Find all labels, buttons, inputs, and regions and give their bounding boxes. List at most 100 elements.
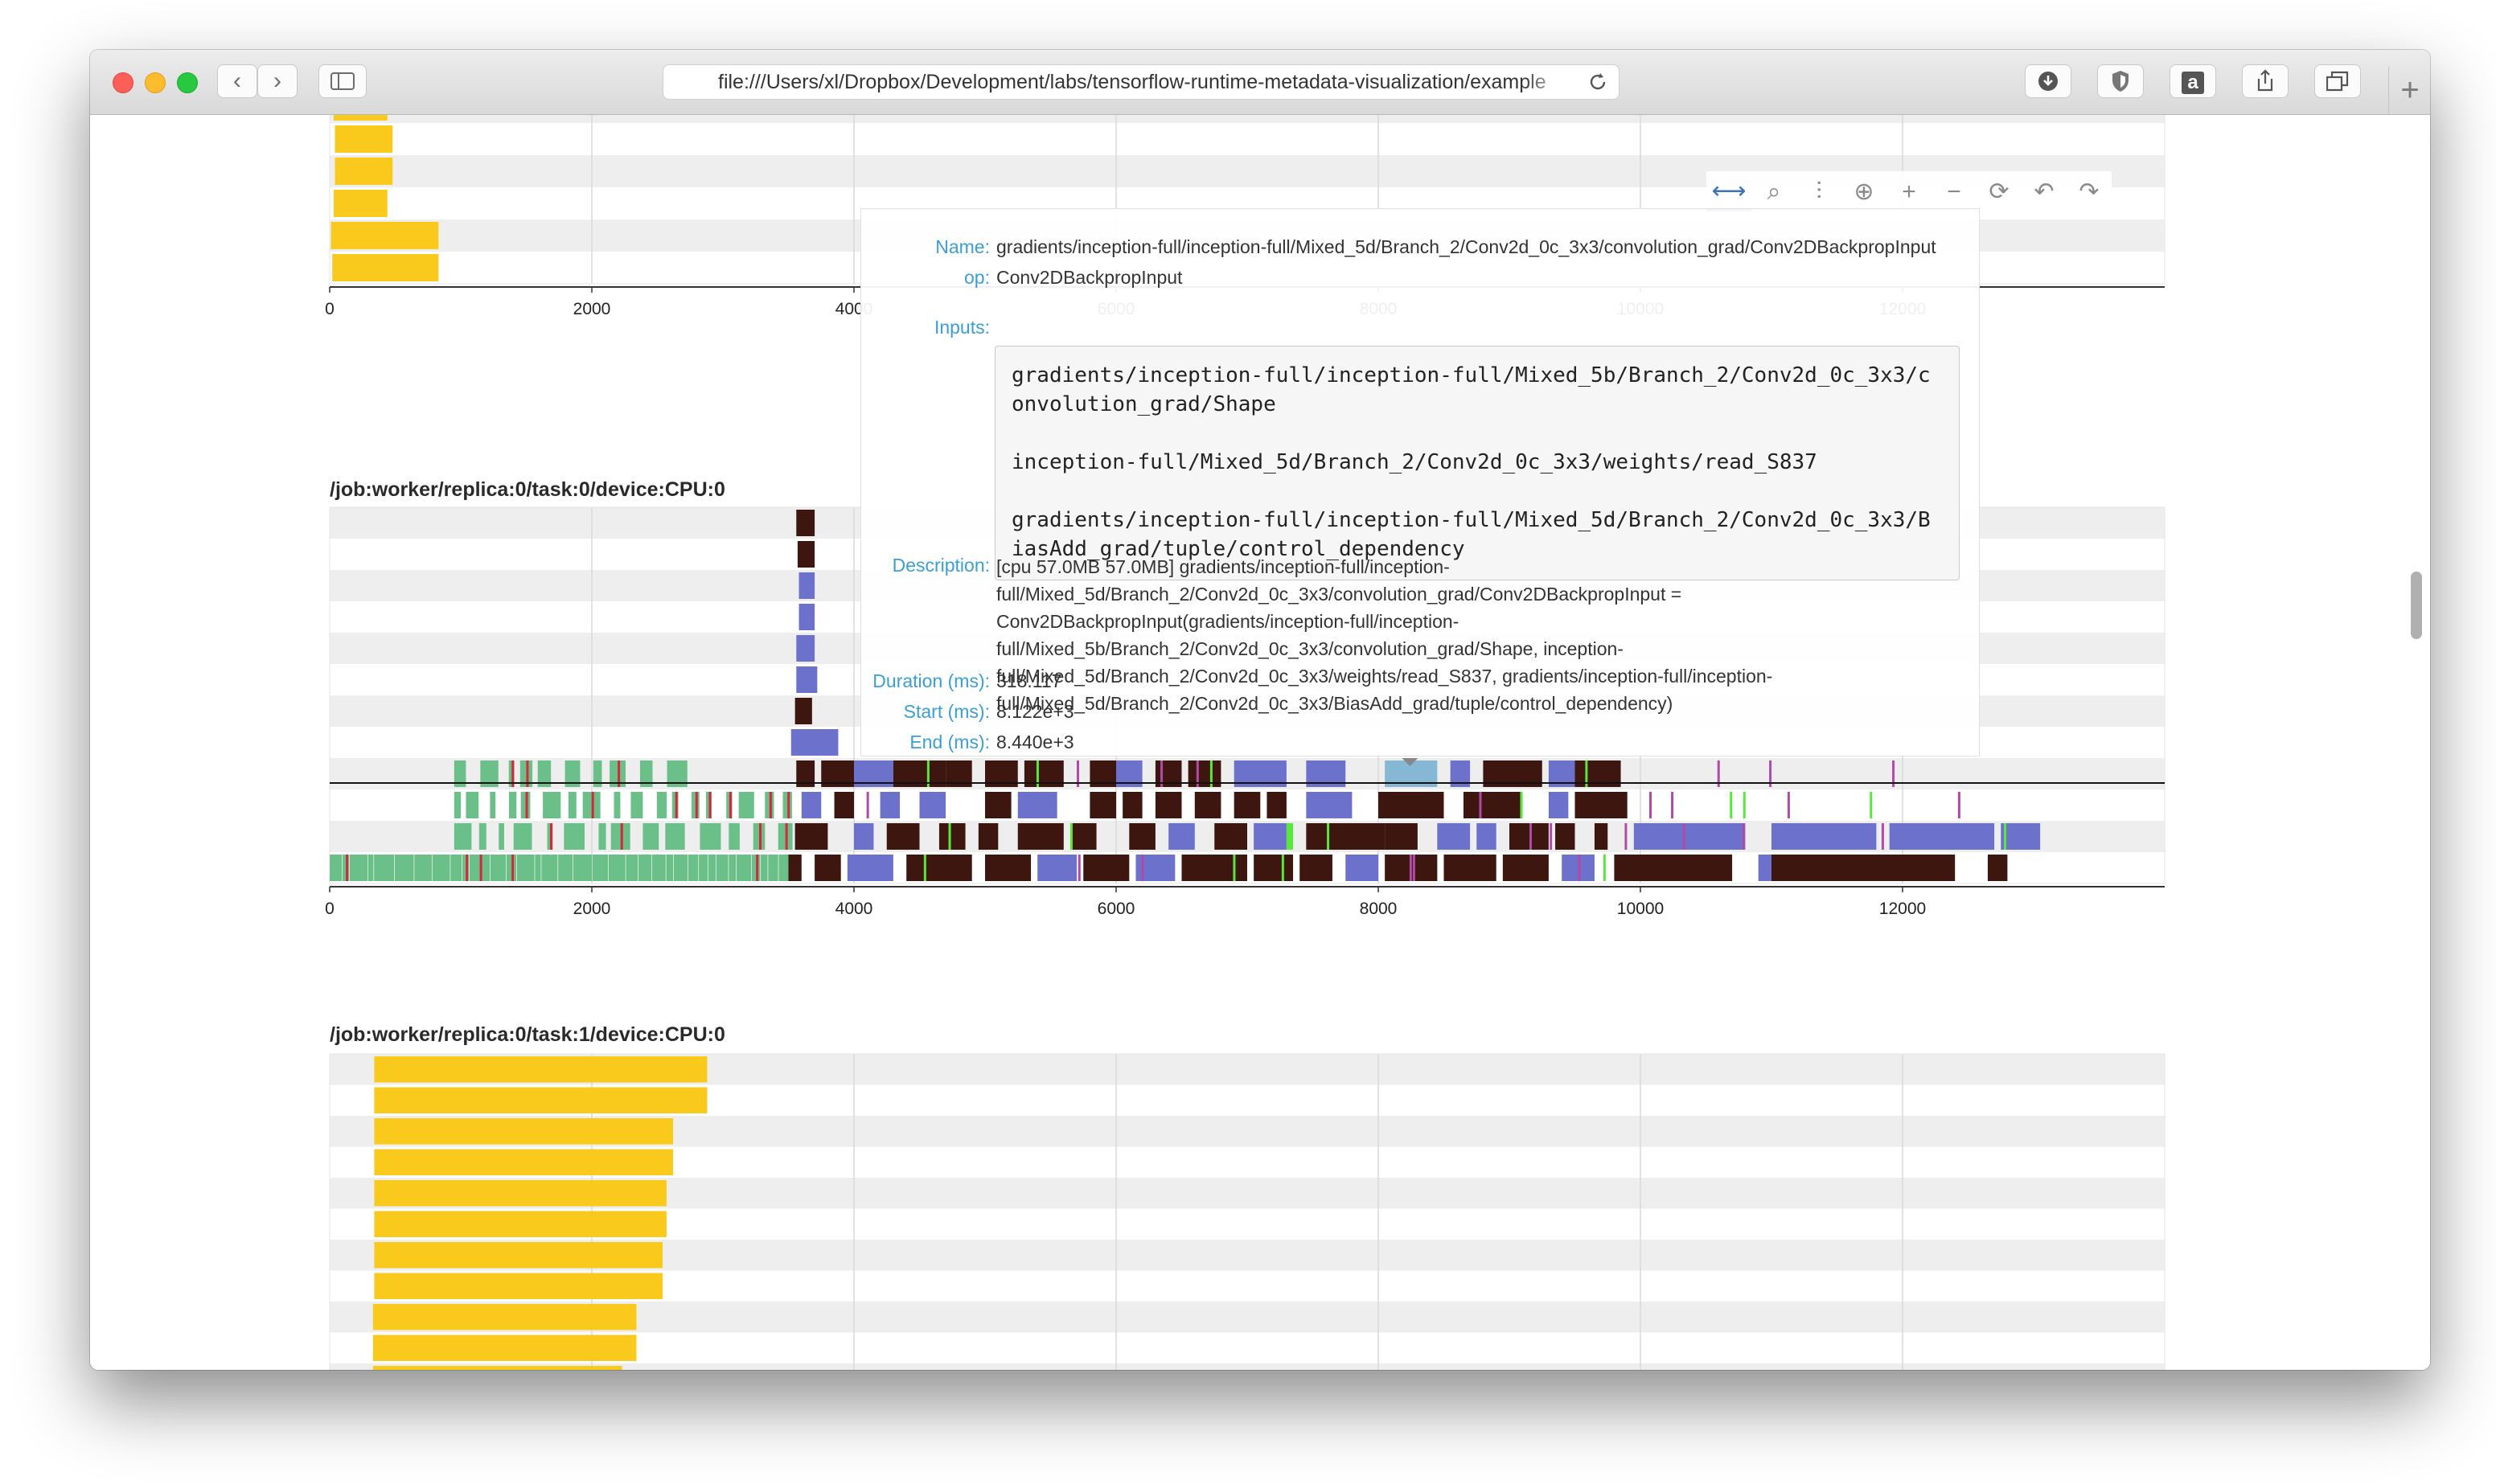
- timeline-bar: [372, 1366, 622, 1370]
- timeline-bar: [374, 1056, 708, 1083]
- zoom-window-button[interactable]: [177, 72, 198, 93]
- closest-hover-icon[interactable]: ⊕: [1854, 178, 1874, 205]
- back-button[interactable]: ‹: [217, 64, 257, 98]
- timeline-bar: [608, 855, 626, 881]
- address-bar[interactable]: file:///Users/xl/Dropbox/Development/lab…: [663, 64, 1620, 100]
- timeline-bar: [1585, 760, 1588, 787]
- timeline-bar: [1129, 823, 1156, 850]
- timeline-bar: [374, 1273, 663, 1299]
- url-text: file:///Users/xl/Dropbox/Development/lab…: [718, 71, 1546, 93]
- title-bar: ‹ › file:///Users/xl/Dropbox/Development…: [90, 50, 2430, 115]
- timeline-bar: [1160, 760, 1164, 787]
- timeline-bar: [1578, 855, 1581, 881]
- share-button[interactable]: [2242, 64, 2289, 98]
- timeline-bar: [374, 1242, 663, 1269]
- timeline-bar: [1633, 823, 1746, 850]
- timeline-bar: [499, 823, 504, 850]
- timeline-bar: [673, 855, 688, 881]
- timeline-bar: [787, 792, 790, 818]
- plot-title-task1: /job:worker/replica:0/task:1/device:CPU:…: [330, 1023, 725, 1046]
- plot-row-stripe: [330, 115, 2165, 123]
- tabs-icon: [2326, 71, 2349, 92]
- hover-name: gradients/inception-full/inception-full/…: [996, 236, 1936, 257]
- amazon-button[interactable]: a: [2170, 64, 2216, 98]
- timeline-bar: [466, 855, 469, 881]
- axis-tick-label: 4000: [835, 900, 873, 918]
- timeline-bar: [639, 760, 653, 787]
- timeline-bar: [614, 792, 621, 818]
- redo-icon[interactable]: ↷: [2079, 178, 2100, 205]
- sidebar-button[interactable]: [318, 64, 367, 98]
- hover-op-key: op:: [964, 267, 990, 288]
- timeline-bar: [1463, 792, 1523, 818]
- timeline-bar: [462, 855, 470, 881]
- timeline-bar: [1196, 760, 1199, 787]
- timeline-bar: [541, 855, 558, 881]
- plus-icon: +: [2400, 72, 2420, 108]
- timeline-bar: [394, 855, 414, 881]
- shield-icon: [2112, 71, 2129, 92]
- timeline-bar: [1437, 823, 1471, 850]
- timeline-bar: [1209, 760, 1213, 787]
- download-button[interactable]: [2025, 64, 2071, 98]
- timeline-bar: [1476, 823, 1496, 850]
- timeline-bar: [1614, 855, 1733, 881]
- timeline-bar: [700, 823, 721, 850]
- timeline-bar: [1017, 823, 1064, 850]
- axis-tick-label: 12000: [1878, 900, 1927, 918]
- close-window-button[interactable]: [113, 72, 133, 93]
- timeline-bar: [573, 855, 593, 881]
- timeline-bar: [593, 760, 602, 787]
- timeline-bar: [1069, 823, 1073, 850]
- chevron-right-icon: ›: [273, 68, 281, 94]
- timeline-bar: [1017, 792, 1057, 818]
- compare-hover-icon[interactable]: ⫶: [1816, 178, 1822, 205]
- hover-start: 8.122e+3: [996, 701, 1074, 722]
- timeline-bar: [1286, 823, 1294, 850]
- vertical-scrollbar[interactable]: [2411, 572, 2422, 639]
- hover-input-item: inception-full/Mixed_5d/Branch_2/Conv2d_…: [1012, 450, 1817, 474]
- timeline-bar: [1443, 855, 1496, 881]
- new-tab-button[interactable]: +: [2388, 66, 2430, 114]
- timeline-bar: [626, 855, 638, 881]
- timeline-bar: [695, 792, 698, 818]
- timeline-bar: [796, 760, 815, 787]
- amazon-icon: a: [2182, 72, 2204, 94]
- timeline-bar: [1409, 855, 1412, 881]
- timeline-bar: [506, 855, 517, 881]
- zoom-icon[interactable]: ⌕: [1767, 178, 1781, 205]
- timeline-bar: [1787, 792, 1790, 818]
- hover-op: Conv2DBackpropInput: [996, 267, 1183, 288]
- timeline-bar: [1603, 855, 1606, 881]
- timeline-bar: [1649, 792, 1652, 818]
- timeline-bar: [454, 760, 466, 787]
- pan-icon[interactable]: ⟷: [1706, 174, 1751, 211]
- timeline-bar: [454, 792, 462, 818]
- timeline-bar: [708, 792, 712, 818]
- hover-end-key: End (ms):: [909, 732, 990, 752]
- forward-button[interactable]: ›: [257, 64, 298, 98]
- timeline-bar: [1743, 823, 1746, 850]
- autoscale-icon[interactable]: ⟳: [1989, 178, 2010, 205]
- shield-button[interactable]: [2097, 64, 2144, 98]
- timeline-bar: [1555, 823, 1575, 850]
- timeline-bar: [432, 855, 450, 881]
- timeline-bar: [1036, 760, 1039, 787]
- timeline-bar: [665, 823, 685, 850]
- timeline-bar: [537, 760, 552, 787]
- timeline-bar: [796, 510, 815, 536]
- timeline-bar: [688, 855, 699, 881]
- timeline-bar: [666, 855, 674, 881]
- timeline-bar: [1078, 855, 1081, 881]
- zoom-in-icon[interactable]: +: [1902, 178, 1916, 205]
- reload-icon[interactable]: [1587, 71, 1609, 93]
- timeline-bar: [374, 855, 395, 881]
- zoom-out-icon[interactable]: −: [1947, 178, 1961, 205]
- timeline-bar: [508, 792, 517, 818]
- minimize-window-button[interactable]: [145, 72, 166, 93]
- timeline-bar: [761, 855, 768, 881]
- tabs-button[interactable]: [2314, 64, 2361, 98]
- timeline-bar: [1771, 855, 1956, 881]
- timeline-bar: [1123, 792, 1143, 818]
- undo-icon[interactable]: ↶: [2034, 178, 2055, 205]
